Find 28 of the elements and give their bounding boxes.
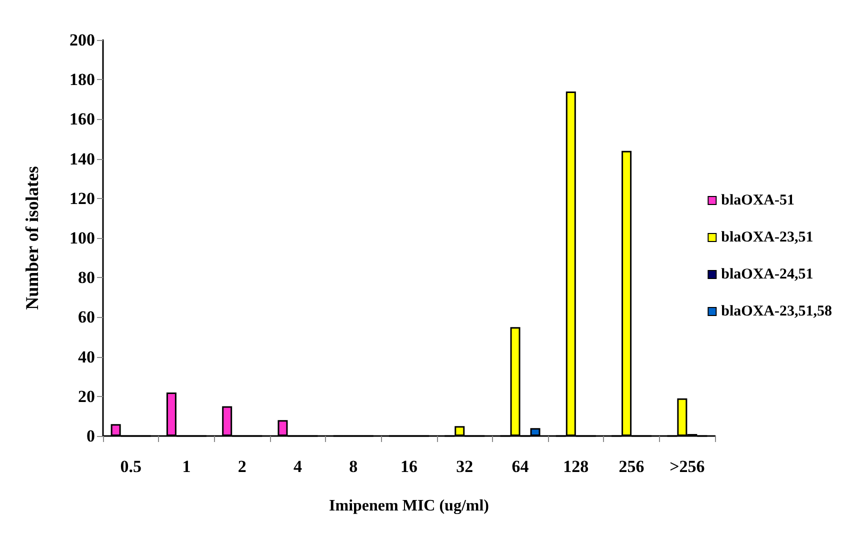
legend-label: blaOXA-23,51	[721, 230, 814, 246]
x-tick-label: 8	[349, 457, 358, 476]
x-tick-label: 4	[293, 457, 302, 476]
legend-label: blaOXA-23,51,58	[721, 304, 832, 320]
x-tick-label: 64	[512, 457, 530, 476]
x-tick-label: 1	[182, 457, 191, 476]
x-tick-label: >256	[670, 457, 705, 476]
legend-label: blaOXA-51	[721, 192, 795, 208]
y-tick-label: 80	[78, 268, 95, 288]
x-tick-label: 256	[618, 457, 644, 476]
y-tick-label: 40	[78, 347, 95, 366]
y-tick-label: 140	[70, 149, 95, 168]
legend-label: blaOXA-24,51	[721, 266, 814, 282]
y-tick-label: 20	[78, 386, 95, 406]
y-tick-label: 60	[78, 308, 95, 327]
x-tick-label: 32	[456, 457, 474, 476]
x-tick-label: 16	[400, 457, 418, 476]
y-axis-title: Number of isolates	[22, 166, 42, 310]
x-tick-label: 2	[238, 457, 246, 476]
y-tick-label: 120	[70, 188, 95, 208]
x-tick-label: 0.5	[120, 457, 142, 476]
y-tick-label: 160	[70, 110, 95, 129]
y-tick-label: 0	[86, 426, 95, 446]
y-tick-label: 180	[70, 70, 95, 90]
x-tick-label: 128	[563, 457, 589, 476]
y-tick-label: 200	[70, 30, 95, 50]
y-tick-label: 100	[70, 228, 95, 248]
x-axis-title: Imipenem MIC (ug/ml)	[329, 498, 489, 514]
